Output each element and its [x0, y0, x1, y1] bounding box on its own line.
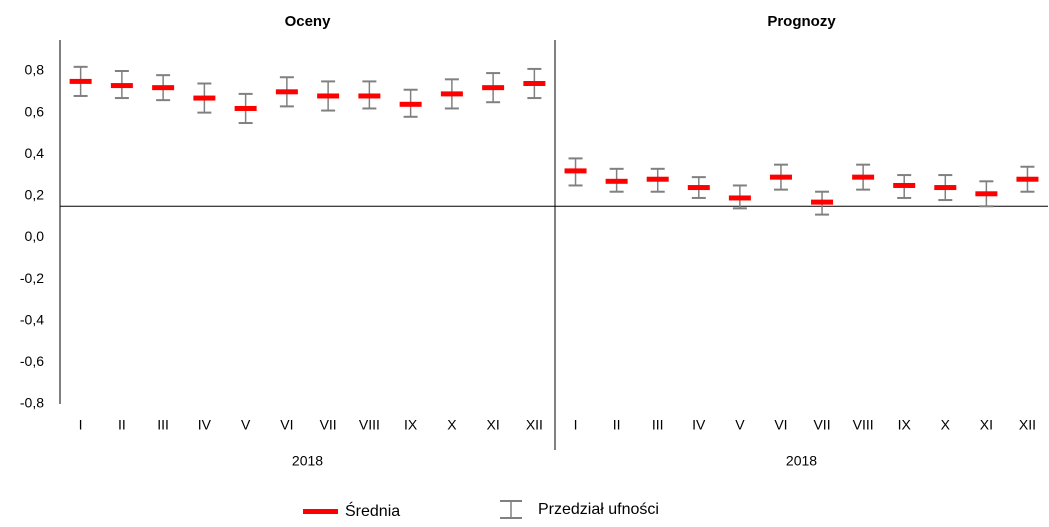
y-tick-label: -0,4	[20, 311, 44, 327]
mean-marker	[728, 195, 751, 201]
x-tick-label: III	[652, 417, 664, 433]
x-tick-label: XII	[1019, 417, 1036, 433]
x-tick-label: X	[447, 417, 457, 433]
x-tick-label: V	[735, 417, 745, 433]
y-tick-label: 0,0	[25, 228, 45, 244]
x-tick-label: V	[241, 417, 251, 433]
mean-marker	[440, 91, 463, 97]
mean-marker	[1016, 176, 1039, 182]
x-tick-label: I	[574, 417, 578, 433]
legend-mean-label: Średnia	[345, 501, 400, 520]
x-tick-label: XI	[487, 417, 500, 433]
mean-marker	[687, 185, 710, 191]
x-tick-label: VIII	[853, 417, 874, 433]
mean-marker	[152, 85, 175, 91]
x-tick-label: IV	[198, 417, 212, 433]
mean-marker	[934, 185, 957, 191]
mean-marker	[893, 182, 916, 188]
x-tick-label: III	[157, 417, 169, 433]
x-tick-label: II	[118, 417, 126, 433]
y-tick-label: 0,8	[25, 62, 45, 78]
group-label: 2018	[786, 453, 817, 469]
y-tick-label: -0,2	[20, 270, 44, 286]
y-tick-label: -0,6	[20, 353, 44, 369]
x-tick-label: XI	[980, 417, 993, 433]
mean-marker	[564, 168, 587, 174]
panel-title: Prognozy	[767, 13, 836, 30]
x-tick-label: II	[613, 417, 621, 433]
x-tick-label: IV	[692, 417, 706, 433]
x-tick-label: IX	[898, 417, 912, 433]
legend-interval-label: Przedział ufności	[538, 501, 659, 518]
mean-marker	[646, 176, 669, 182]
mean-marker	[482, 85, 505, 91]
mean-marker	[769, 174, 792, 180]
x-tick-label: VII	[813, 417, 830, 433]
x-tick-label: VIII	[359, 417, 380, 433]
x-tick-label: VI	[280, 417, 293, 433]
mean-marker	[605, 178, 628, 184]
x-tick-label: IX	[404, 417, 418, 433]
x-tick-label: X	[941, 417, 951, 433]
mean-marker	[399, 101, 422, 107]
x-tick-label: I	[79, 417, 83, 433]
mean-marker	[852, 174, 875, 180]
mean-marker	[358, 93, 381, 99]
y-tick-label: -0,8	[20, 395, 44, 411]
x-tick-label: XII	[526, 417, 543, 433]
mean-marker	[811, 199, 834, 205]
mean-marker	[234, 105, 257, 111]
panel-title: Oceny	[285, 13, 332, 30]
mean-marker	[110, 83, 133, 89]
mean-marker	[69, 78, 92, 84]
x-tick-label: VII	[320, 417, 337, 433]
legend-mean-swatch	[303, 509, 338, 514]
mean-marker	[317, 93, 340, 99]
mean-marker	[275, 89, 298, 95]
mean-marker	[975, 191, 998, 197]
mean-marker	[193, 95, 216, 101]
y-tick-label: 0,6	[25, 103, 45, 119]
group-label: 2018	[292, 453, 323, 469]
mean-marker	[523, 80, 546, 86]
y-tick-label: 0,2	[25, 187, 45, 203]
y-tick-label: 0,4	[25, 145, 45, 161]
x-tick-label: VI	[774, 417, 787, 433]
